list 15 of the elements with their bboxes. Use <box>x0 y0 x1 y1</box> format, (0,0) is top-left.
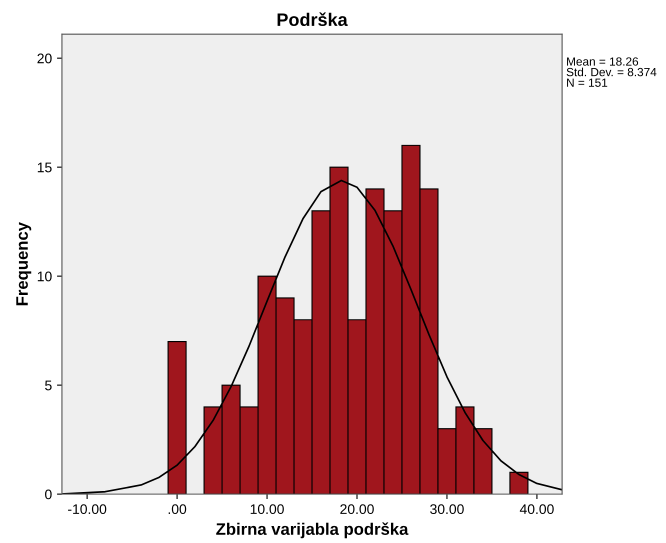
x-tick-label: .00 <box>168 504 186 514</box>
x-tick-label: 20.00 <box>340 504 374 514</box>
y-axis-title: Frequency <box>16 222 32 306</box>
x-tick-label: -10.00 <box>68 504 106 514</box>
chart-title: Podrška <box>278 12 348 26</box>
y-tick-label: 15 <box>38 162 52 172</box>
y-tick-label: 0 <box>45 489 52 500</box>
y-tick-label: 20 <box>37 54 52 64</box>
x-tick-label: 40.00 <box>520 504 554 514</box>
x-axis-title: Zbirna varijabla podrška <box>216 522 408 538</box>
y-tick-label: 5 <box>45 380 52 390</box>
y-tick-label: 10 <box>38 271 52 282</box>
x-tick-label: 10.00 <box>250 504 284 514</box>
x-tick-label: 30.00 <box>430 504 464 514</box>
text: Mean = 18.26 Std. Dev. = 8.374 N = 151 <box>566 57 656 87</box>
